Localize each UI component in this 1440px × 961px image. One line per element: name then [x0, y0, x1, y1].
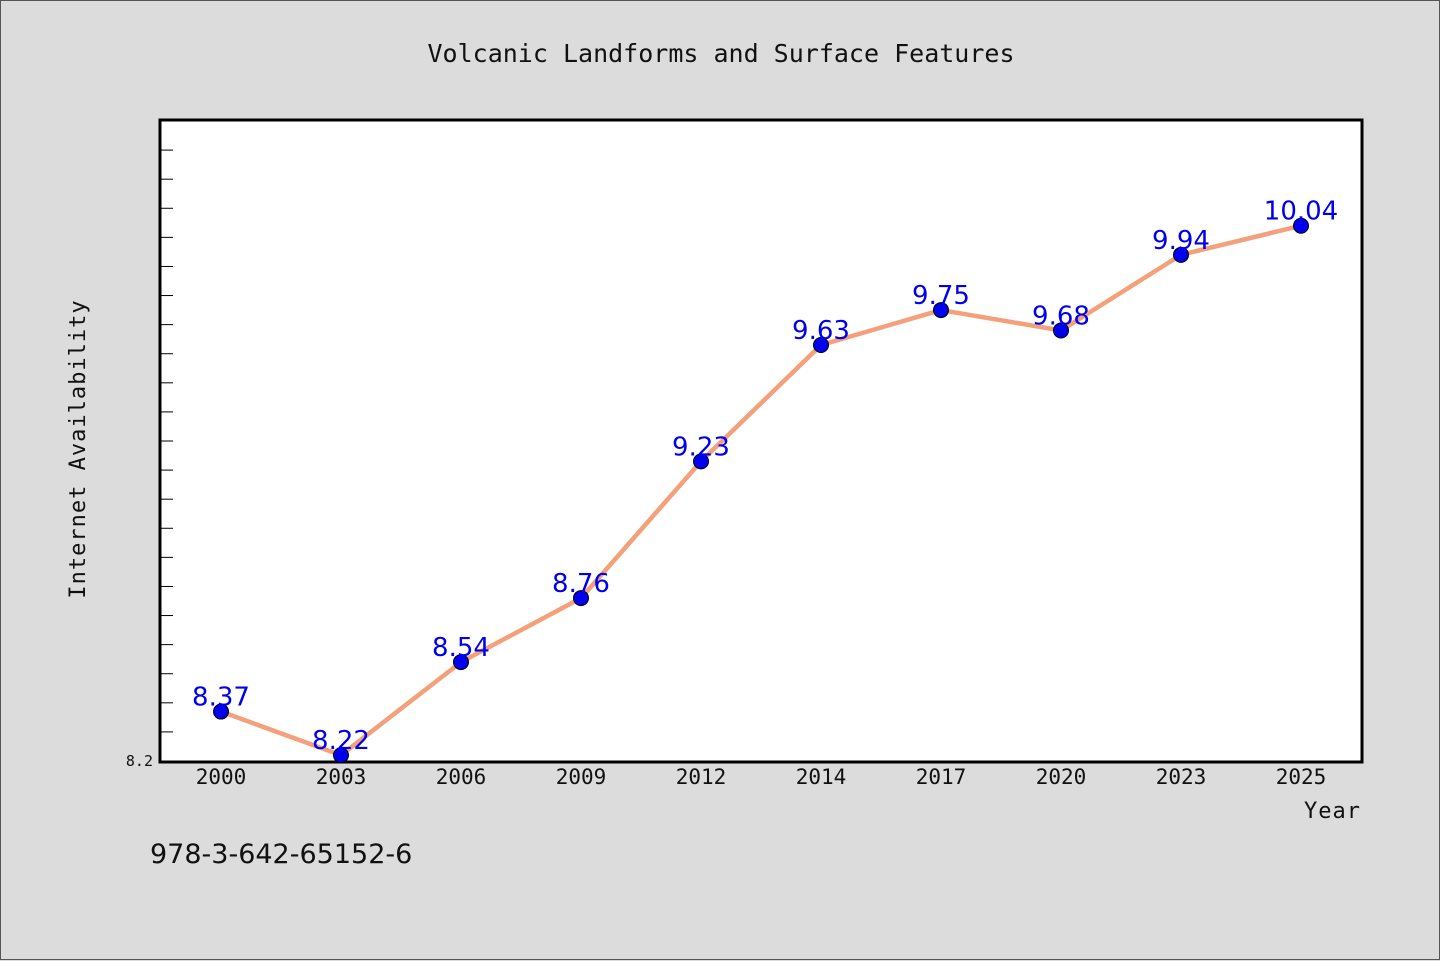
x-axis-label: Year: [1304, 799, 1361, 824]
data-label: 9.63: [792, 316, 850, 346]
data-point: [1053, 322, 1069, 339]
x-tick-label: 2012: [676, 765, 727, 789]
y-axis-ticks: 8.2: [126, 149, 173, 770]
x-tick-label: 2025: [1276, 765, 1327, 789]
data-point: [693, 453, 709, 470]
x-tick-label: 2003: [316, 765, 367, 789]
data-label: 8.37: [192, 683, 250, 713]
series-group: 8.37 8.22 8.54 8.76 9.23 9.63 9.75 9.68 9.94 10.0…: [192, 197, 1338, 764]
data-label: 9.68: [1032, 301, 1090, 331]
x-tick-label: 2014: [796, 765, 847, 789]
data-point: [1293, 217, 1309, 234]
data-label: 8.22: [312, 726, 370, 756]
x-tick-label: 2017: [916, 765, 967, 789]
chart-title: Volcanic Landforms and Surface Features: [428, 39, 1015, 68]
data-label: 8.76: [552, 569, 610, 599]
x-tick-label: 2000: [196, 765, 247, 789]
x-tick-label: 2006: [436, 765, 487, 789]
data-label: 9.75: [912, 281, 970, 311]
data-point: [213, 703, 229, 720]
data-point: [333, 747, 349, 764]
data-label: 10.04: [1264, 197, 1338, 227]
data-point: [933, 302, 949, 319]
data-point: [1173, 246, 1189, 263]
data-label: 9.94: [1152, 226, 1210, 256]
isbn-footer: 978-3-642-65152-6: [150, 839, 412, 870]
x-tick-label: 2023: [1156, 765, 1207, 789]
data-label: 8.54: [432, 633, 490, 663]
x-tick-label: 2009: [556, 765, 607, 789]
y-axis-label: Internet Availability: [66, 299, 91, 598]
data-point: [813, 337, 829, 353]
series-line: [220, 223, 1302, 758]
y-tick-label: 8.2: [126, 752, 153, 770]
data-point: [573, 590, 589, 607]
data-label: 9.23: [672, 432, 730, 462]
x-tick-label: 2020: [1036, 765, 1087, 789]
plot-area: [158, 118, 1364, 764]
x-axis-tick-labels: 2000 2003 2006 2009 2012 2014 2017 2020 2023 2025: [196, 765, 1327, 789]
data-point: [453, 654, 469, 671]
